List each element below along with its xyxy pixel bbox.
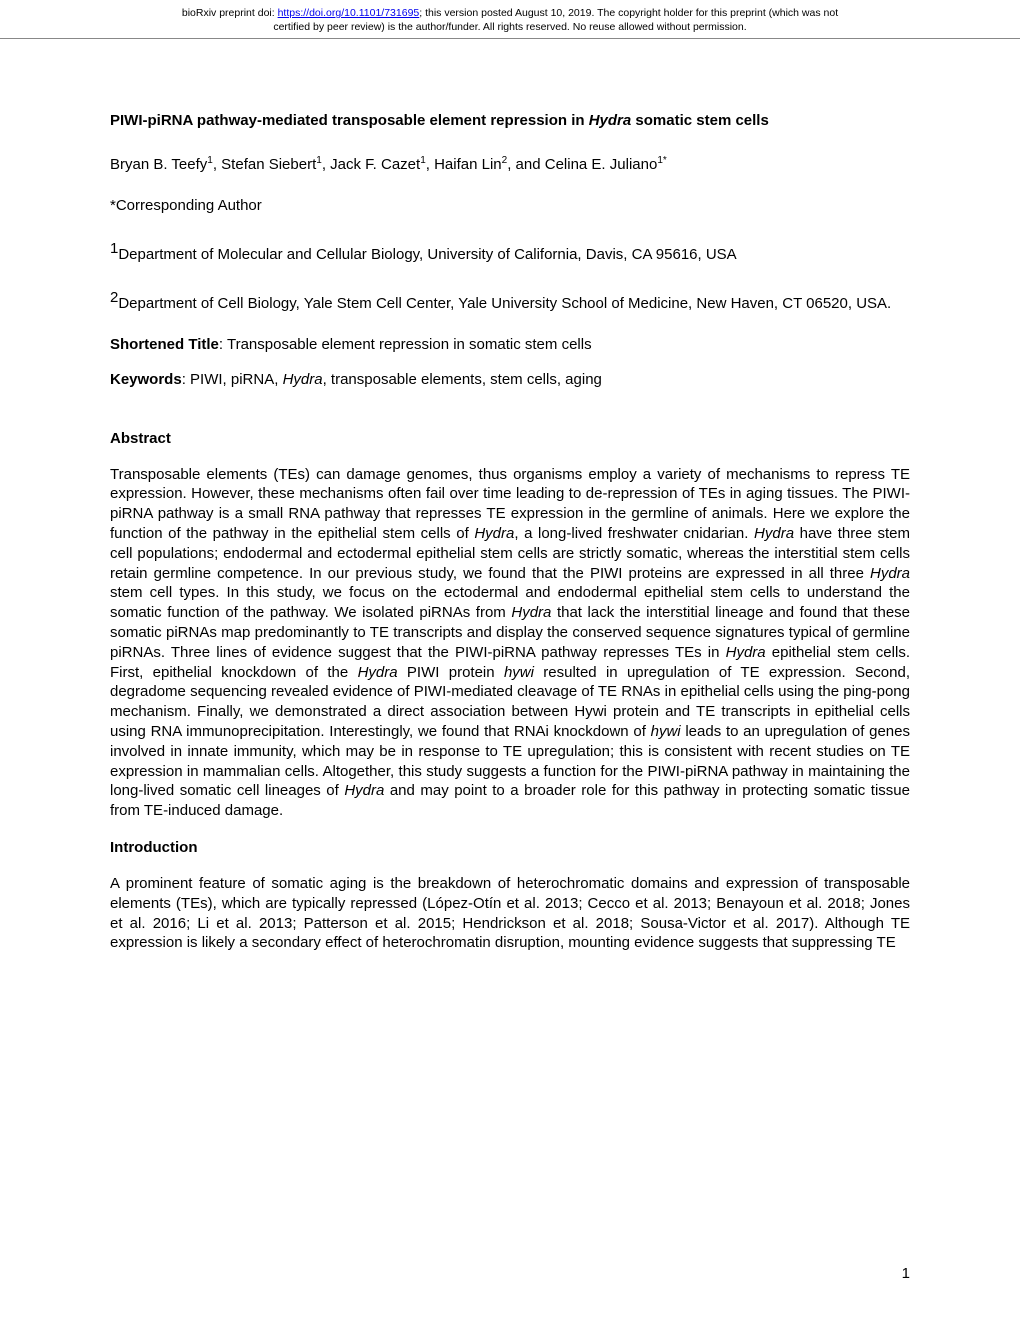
abs-i7: hywi	[504, 664, 534, 681]
doi-link[interactable]: https://doi.org/10.1101/731695	[278, 7, 420, 19]
intro-heading: Introduction	[110, 839, 910, 856]
abs-p1b: , a long-lived freshwater cnidarian.	[514, 525, 754, 542]
shortened-text: : Transposable element repression in som…	[219, 336, 592, 353]
affiliation-2: 2Department of Cell Biology, Yale Stem C…	[110, 287, 910, 314]
abstract-heading: Abstract	[110, 430, 910, 447]
affil-2-text: Department of Cell Biology, Yale Stem Ce…	[118, 295, 891, 312]
abs-i6: Hydra	[358, 664, 398, 681]
author-5-affil: 1*	[657, 155, 666, 166]
author-2: , Stefan Siebert	[213, 156, 316, 173]
preprint-header: bioRxiv preprint doi: https://doi.org/10…	[0, 0, 1020, 39]
abs-i4: Hydra	[511, 604, 551, 621]
keywords-italic: Hydra	[283, 371, 323, 388]
affiliation-1: 1Department of Molecular and Cellular Bi…	[110, 238, 910, 265]
author-3: , Jack F. Cazet	[322, 156, 420, 173]
header-line1-post: ; this version posted August 10, 2019. T…	[419, 7, 838, 19]
header-line1-pre: bioRxiv preprint doi:	[182, 7, 278, 19]
intro-body: A prominent feature of somatic aging is …	[110, 874, 910, 953]
keywords: Keywords: PIWI, piRNA, Hydra, transposab…	[110, 371, 910, 388]
abs-p1g: PIWI protein	[398, 664, 504, 681]
author-4: , Haifan Lin	[426, 156, 502, 173]
page-content: PIWI-piRNA pathway-mediated transposable…	[0, 39, 1020, 1011]
abs-i5: Hydra	[726, 644, 766, 661]
title-italic: Hydra	[589, 112, 632, 129]
paper-title: PIWI-piRNA pathway-mediated transposable…	[110, 111, 910, 131]
affil-1-text: Department of Molecular and Cellular Bio…	[118, 246, 736, 263]
author-5: , and Celina E. Juliano	[507, 156, 657, 173]
shortened-title: Shortened Title: Transposable element re…	[110, 336, 910, 353]
title-part1: PIWI-piRNA pathway-mediated transposable…	[110, 112, 589, 129]
author-1: Bryan B. Teefy	[110, 156, 207, 173]
keywords-pre: : PIWI, piRNA,	[182, 371, 283, 388]
abs-i2: Hydra	[754, 525, 794, 542]
shortened-label: Shortened Title	[110, 336, 219, 353]
abs-i1: Hydra	[474, 525, 514, 542]
keywords-post: , transposable elements, stem cells, agi…	[323, 371, 602, 388]
author-list: Bryan B. Teefy1, Stefan Siebert1, Jack F…	[110, 154, 910, 175]
abs-i3: Hydra	[870, 565, 910, 582]
title-part2: somatic stem cells	[631, 112, 769, 129]
page-number: 1	[902, 1265, 910, 1282]
abs-i8: hywi	[651, 723, 681, 740]
header-line2: certified by peer review) is the author/…	[273, 21, 746, 33]
abs-i9: Hydra	[344, 782, 384, 799]
keywords-label: Keywords	[110, 371, 182, 388]
corresponding-author: *Corresponding Author	[110, 197, 910, 214]
abstract-body: Transposable elements (TEs) can damage g…	[110, 465, 910, 821]
